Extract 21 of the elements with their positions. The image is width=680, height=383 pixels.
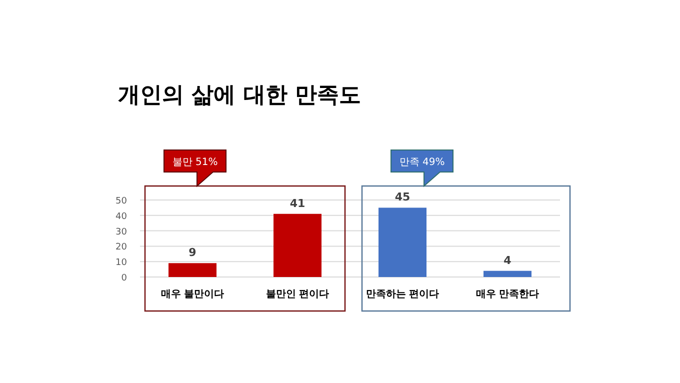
x-tick-label: 만족하는 편이다 bbox=[366, 289, 440, 300]
bar bbox=[378, 208, 426, 277]
data-label: 4 bbox=[504, 254, 512, 267]
bar bbox=[484, 270, 532, 277]
chart-title: 개인의 삶에 대한 만족도 bbox=[118, 83, 361, 108]
y-tick-label: 50 bbox=[116, 196, 128, 206]
y-tick-label: 0 bbox=[121, 274, 128, 284]
y-tick-label: 20 bbox=[116, 242, 128, 253]
data-label: 45 bbox=[394, 190, 410, 204]
y-tick-label: 30 bbox=[116, 227, 128, 238]
text: 불만 51% bbox=[172, 157, 218, 168]
bar bbox=[168, 263, 216, 277]
bar bbox=[274, 214, 322, 277]
data-label: 9 bbox=[188, 246, 196, 260]
x-tick-label: 매우 불만이다 bbox=[160, 289, 224, 300]
text: 만족 49% bbox=[399, 157, 445, 168]
data-label: 41 bbox=[290, 196, 306, 210]
x-tick-label: 불만인 편이다 bbox=[266, 289, 330, 300]
y-tick-label: 40 bbox=[116, 212, 128, 222]
x-tick-label: 매우 만족한다 bbox=[476, 289, 540, 300]
y-tick-label: 10 bbox=[116, 258, 128, 268]
